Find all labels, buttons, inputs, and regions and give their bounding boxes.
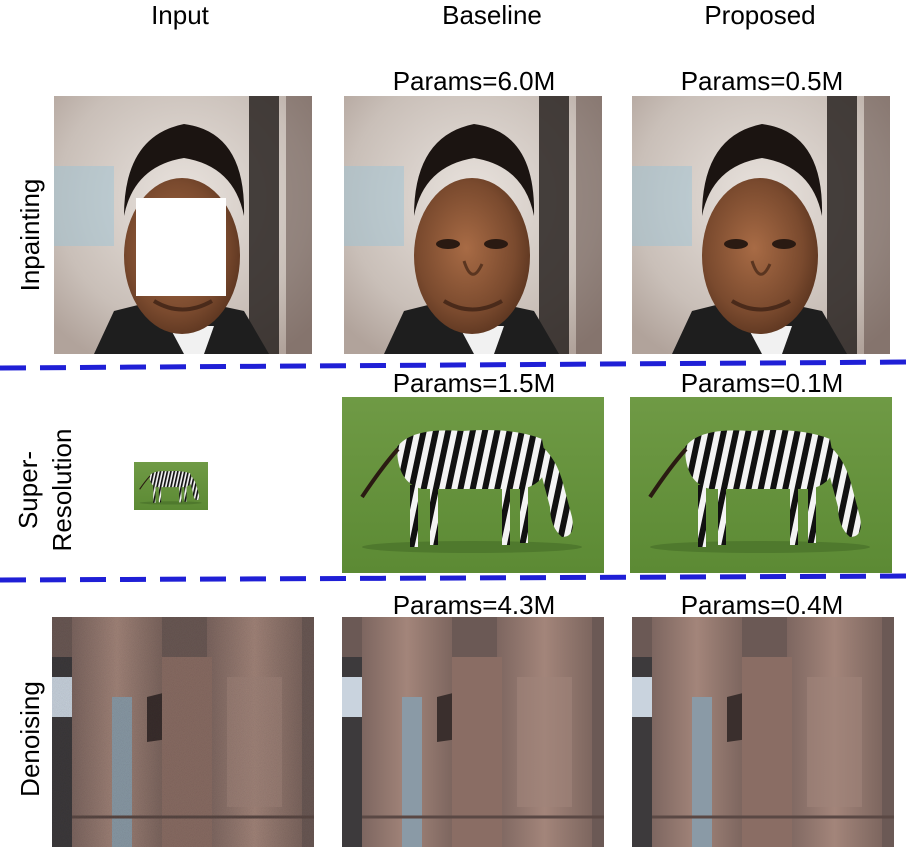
column-header-baseline: Baseline [442,0,542,30]
proposed-params-denoising: Params=0.4M [680,590,844,620]
proposed-image-super-resolution [630,397,892,573]
proposed-image-inpainting [632,96,890,354]
input-image-denoising [52,617,314,847]
proposed-image-denoising [632,617,894,847]
baseline-image-super-resolution [342,397,604,573]
baseline-params-denoising: Params=4.3M [392,590,556,620]
column-header-proposed: Proposed [704,0,816,30]
baseline-params-super-resolution: Params=1.5M [392,368,556,398]
proposed-params-inpainting: Params=0.5M [680,66,844,96]
row-divider [0,573,912,583]
row-label-line1: Super- [13,450,43,530]
row-label-inpainting: Inpainting [15,178,45,292]
input-image-inpainting [54,96,312,354]
proposed-params-super-resolution: Params=0.1M [680,368,844,398]
column-header-input: Input [151,0,209,30]
row-label-line2: Resolution [47,428,77,552]
row-label-denoising: Denoising [15,681,45,797]
baseline-params-inpainting: Params=6.0M [392,66,556,96]
input-image-super-resolution [134,462,208,510]
row-divider [0,359,912,371]
row-label-super-resolution: Super- Resolution [11,410,79,570]
baseline-image-inpainting [344,96,602,354]
baseline-image-denoising [342,617,604,847]
